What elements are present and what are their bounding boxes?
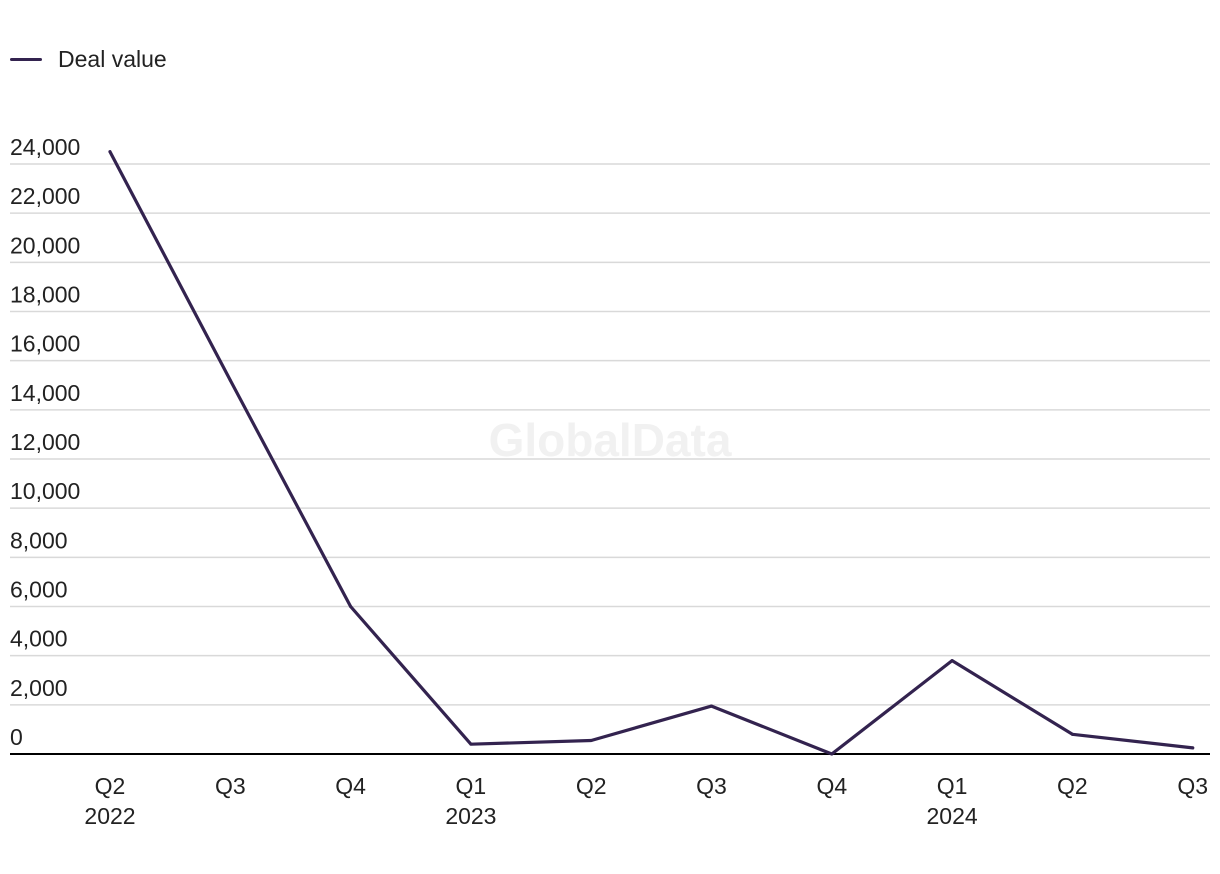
y-tick-label: 18,000	[10, 282, 80, 308]
y-tick-label: 8,000	[10, 527, 68, 553]
data-point	[830, 752, 834, 756]
data-point	[950, 659, 954, 663]
data-point	[108, 150, 112, 154]
data-point	[469, 742, 473, 746]
data-point	[589, 738, 593, 742]
x-tick-label: Q2	[576, 773, 607, 799]
y-tick-label: 0	[10, 724, 23, 750]
legend: Deal value	[10, 46, 167, 73]
data-point	[349, 605, 353, 608]
y-tick-label: 4,000	[10, 626, 68, 652]
data-point	[1070, 732, 1074, 736]
y-tick-label: 2,000	[10, 675, 68, 701]
y-tick-label: 20,000	[10, 232, 80, 258]
x-tick-label: Q3	[215, 773, 246, 799]
legend-label-deal-value: Deal value	[58, 46, 167, 72]
x-tick-label: Q3	[1177, 773, 1208, 799]
watermark: GlobalData	[489, 414, 732, 466]
x-tick-label: Q3	[696, 773, 727, 799]
y-tick-label: 6,000	[10, 577, 68, 603]
y-tick-label: 12,000	[10, 429, 80, 455]
data-point	[228, 378, 232, 382]
x-tick-label: Q4	[816, 773, 847, 799]
x-tick-label: Q1	[937, 773, 968, 799]
data-point	[710, 704, 713, 708]
data-point	[1191, 746, 1195, 750]
y-tick-label: 10,000	[10, 478, 80, 504]
x-tick-label: Q2	[1057, 773, 1088, 799]
series-line-deal-value	[108, 150, 1195, 756]
x-year-label: 2023	[445, 803, 496, 829]
y-tick-label: 14,000	[10, 380, 80, 406]
y-tick-label: 16,000	[10, 331, 80, 357]
x-year-label: 2024	[927, 803, 978, 829]
x-tick-label: Q4	[335, 773, 366, 799]
x-year-label: 2022	[84, 803, 135, 829]
y-tick-label: 22,000	[10, 183, 80, 209]
x-tick-label: Q2	[95, 773, 126, 799]
y-tick-label: 24,000	[10, 134, 80, 160]
x-tick-label: Q1	[456, 773, 487, 799]
legend-swatch-deal-value	[10, 58, 42, 61]
